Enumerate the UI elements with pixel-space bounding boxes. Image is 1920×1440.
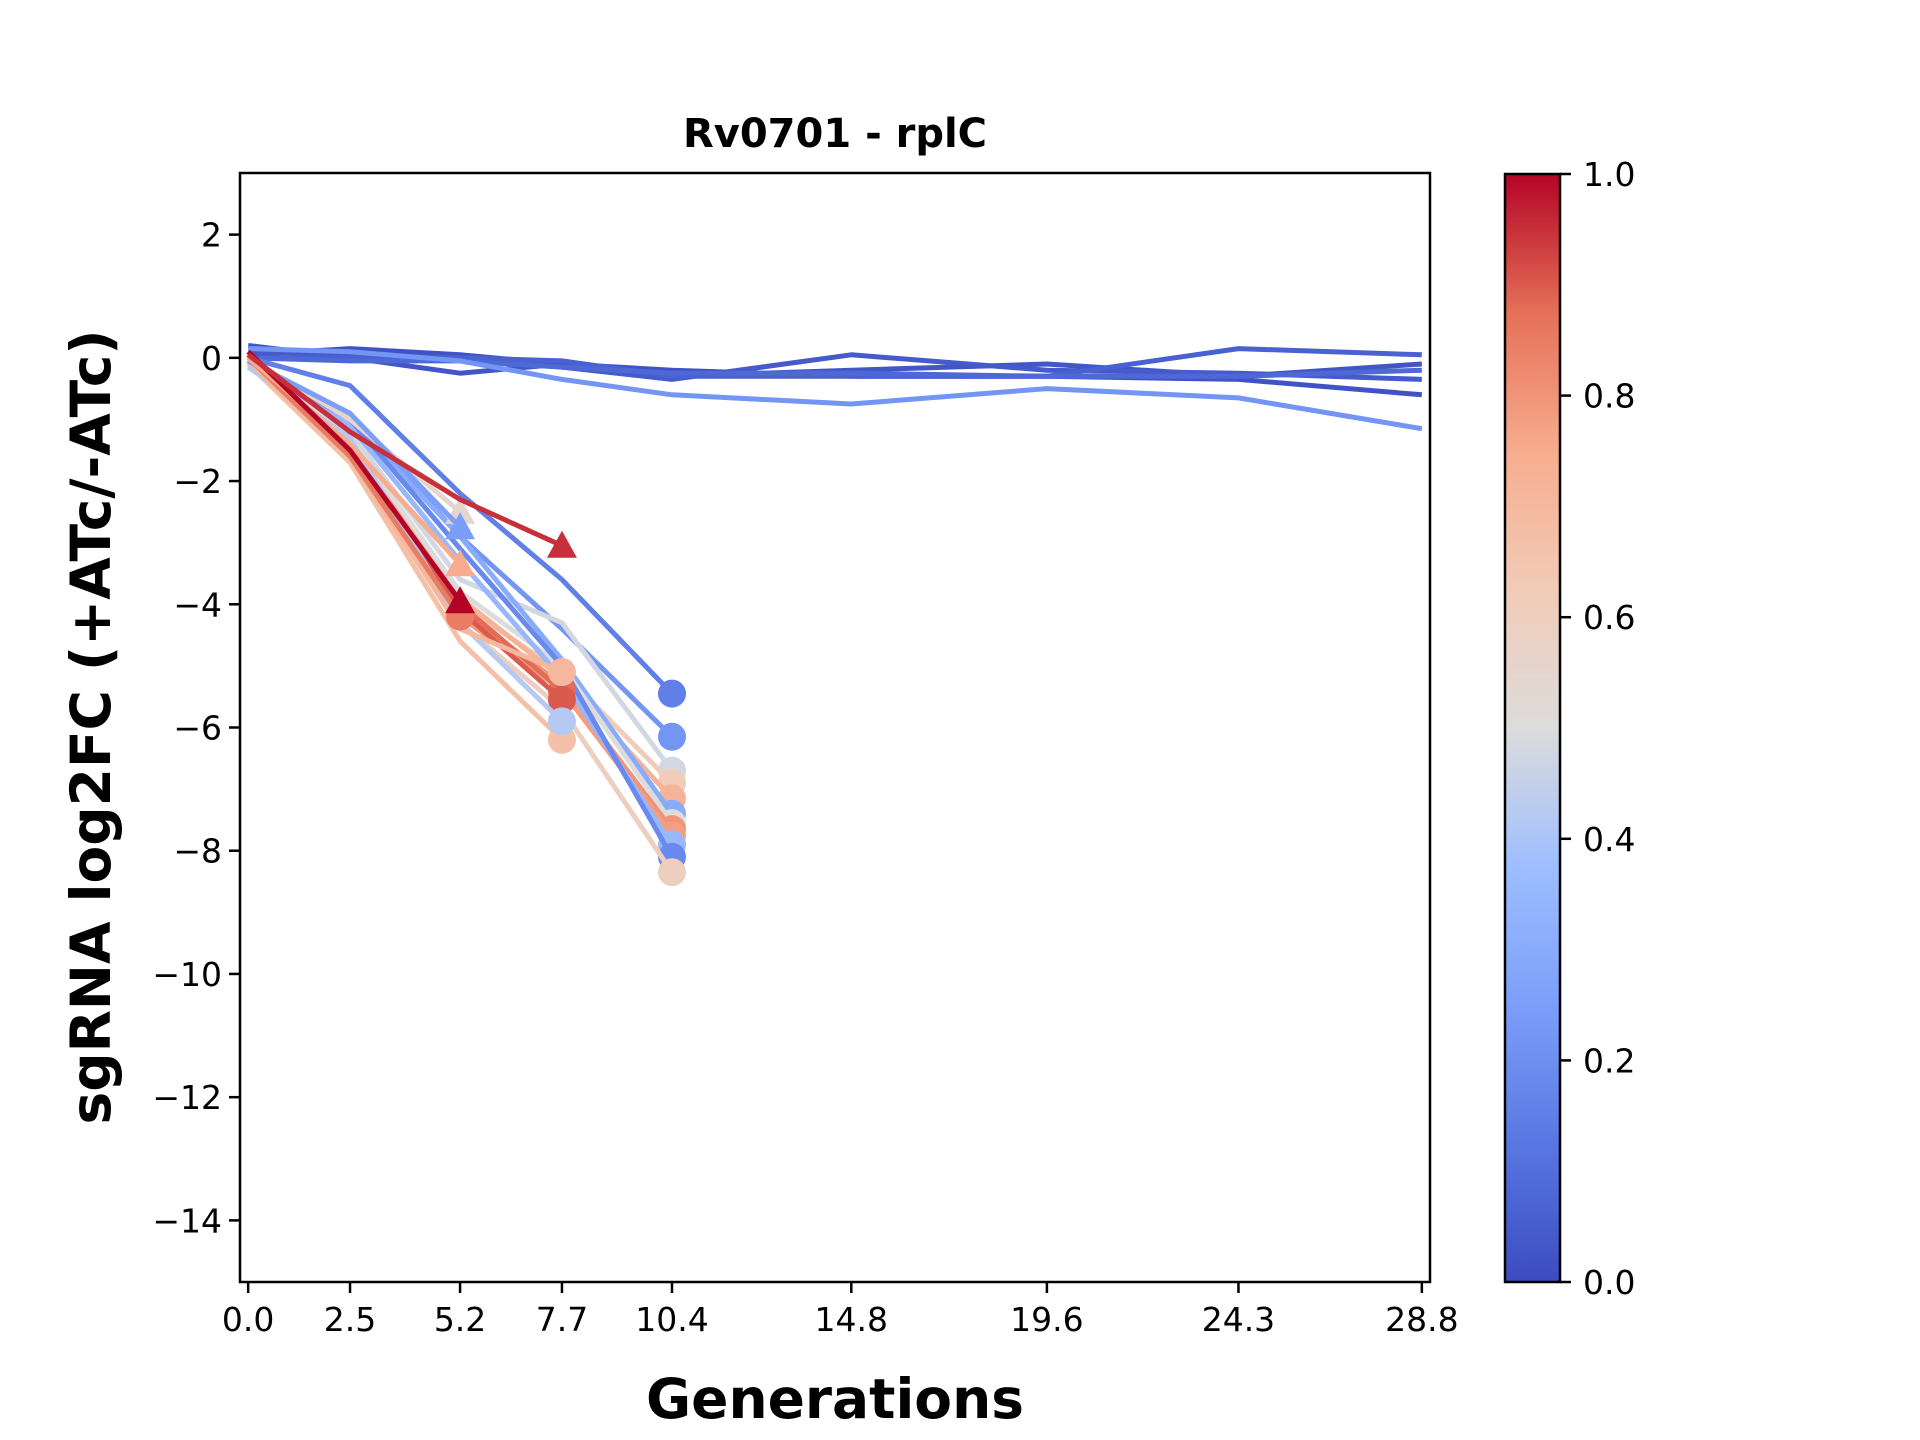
- series-drop-blue-a: [247, 355, 686, 708]
- colorbar-ticks: 0.0 0.2 0.4 0.6 0.8 1.0: [1560, 155, 1635, 1302]
- y-axis-label: sgRNA log2FC (+ATc/-ATc): [59, 329, 123, 1124]
- x-tick-label: 14.8: [815, 1300, 888, 1339]
- plot-area: [238, 171, 1432, 1284]
- endpoint-circle-marker: [657, 858, 686, 887]
- colorbar-tick-label: 0.0: [1583, 1263, 1635, 1302]
- x-axis-label: Generations: [646, 1367, 1024, 1431]
- x-tick-label: 24.3: [1202, 1300, 1275, 1339]
- series-layer: [246, 343, 1423, 887]
- x-tick-label: 2.5: [324, 1300, 376, 1339]
- endpoint-triangle-marker: [445, 586, 476, 614]
- endpoint-circle-marker: [657, 722, 686, 751]
- x-tick-label: 28.8: [1385, 1300, 1458, 1339]
- y-tick-label: 0: [201, 339, 222, 378]
- x-tick-label: 5.2: [434, 1300, 486, 1339]
- colorbar-tick-label: 1.0: [1583, 155, 1635, 194]
- endpoint-circle-marker: [547, 658, 576, 687]
- x-tick-label: 0.0: [222, 1300, 274, 1339]
- series-line: [246, 349, 463, 603]
- y-tick-label: 2: [201, 216, 222, 255]
- endpoint-circle-marker: [657, 679, 686, 708]
- series-flat-4: [248, 346, 1422, 379]
- series-tri-darkred: [246, 349, 476, 614]
- y-tick-label: −12: [152, 1078, 222, 1117]
- x-tick-label: 10.4: [635, 1300, 708, 1339]
- y-tick-label: −14: [152, 1201, 222, 1240]
- series-line: [246, 362, 564, 742]
- endpoint-circle-marker: [547, 685, 576, 714]
- series-line: [248, 346, 1423, 432]
- x-axis: 0.0 2.5 5.2 7.7 10.4 14.8 19.6 24.3 28.8: [222, 1282, 1459, 1339]
- y-tick-label: −10: [152, 955, 222, 994]
- y-tick-label: −2: [173, 462, 222, 501]
- x-tick-label: 7.7: [536, 1300, 588, 1339]
- endpoint-triangle-marker: [445, 549, 476, 577]
- y-tick-label: −6: [173, 709, 222, 748]
- endpoint-triangle-marker: [546, 530, 577, 558]
- y-tick-label: −8: [173, 832, 222, 871]
- series-line: [248, 355, 1422, 379]
- x-tick-label: 19.6: [1010, 1300, 1083, 1339]
- series-line: [246, 356, 463, 619]
- colorbar-tick-label: 0.2: [1583, 1041, 1635, 1080]
- colorbar-gradient: [1503, 172, 1562, 1284]
- series-line: [246, 352, 564, 548]
- series-line: [247, 355, 674, 696]
- colorbar-tick-label: 0.4: [1583, 820, 1635, 859]
- endpoint-triangle-marker: [445, 512, 476, 540]
- series-flat-6: [248, 346, 1423, 432]
- colorbar-tick-label: 0.6: [1583, 598, 1635, 637]
- y-tick-label: −4: [173, 585, 222, 624]
- colorbar-tick-label: 0.8: [1583, 377, 1635, 416]
- series-tri-red-long: [246, 352, 577, 558]
- chart-title: Rv0701 - rplC: [683, 111, 987, 157]
- colorbar: 0.0 0.2 0.4 0.6 0.8 1.0: [1503, 155, 1635, 1302]
- series-line: [248, 346, 1422, 379]
- y-axis: 2 0 −2 −4 −6 −8 −10 −12 −14: [152, 216, 240, 1240]
- series-flat-5: [248, 355, 1422, 379]
- endpoint-circle-marker: [547, 707, 576, 736]
